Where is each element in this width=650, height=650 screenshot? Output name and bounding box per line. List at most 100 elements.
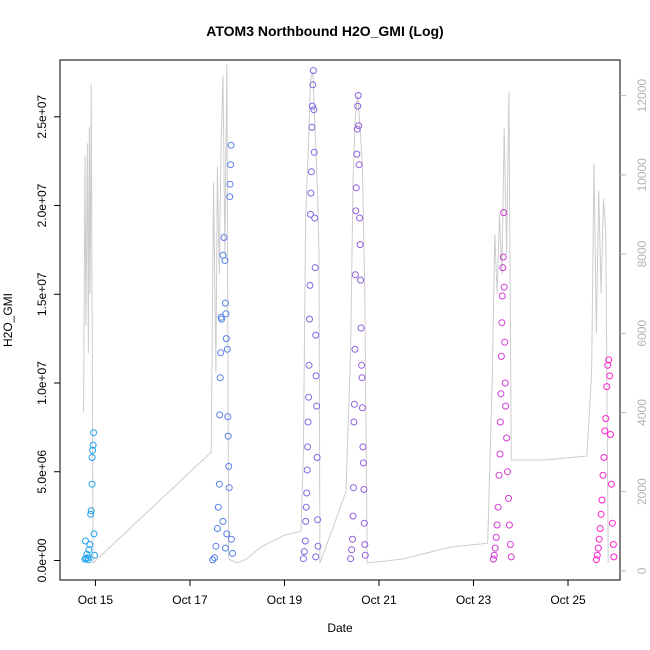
- data-point: [216, 374, 224, 382]
- data-point: [222, 335, 230, 343]
- data-point: [361, 541, 369, 548]
- y-tick-label: 5.0e+06: [35, 450, 49, 494]
- data-point: [358, 361, 365, 369]
- data-point: [505, 494, 512, 502]
- data-point: [592, 556, 600, 564]
- data-point: [306, 281, 314, 289]
- data-point: [349, 535, 356, 543]
- data-point: [353, 150, 361, 158]
- data-point: [602, 415, 610, 422]
- data-point: [307, 189, 315, 197]
- data-point: [91, 551, 98, 559]
- data-point: [355, 122, 363, 130]
- data-point: [350, 400, 358, 408]
- data-point: [213, 525, 221, 532]
- data-point: [360, 486, 368, 493]
- data-point: [597, 510, 605, 518]
- data-point: [82, 537, 89, 545]
- x-axis: Oct 15 Oct 17 Oct 19 Oct 21 Oct 23 Oct 25: [78, 580, 586, 607]
- data-point: [358, 374, 366, 382]
- data-point: [87, 510, 95, 518]
- data-point: [347, 555, 355, 563]
- data-point: [221, 544, 229, 552]
- data-point: [498, 319, 506, 327]
- x-tick-label: Oct 17: [172, 593, 208, 607]
- data-point: [218, 315, 226, 323]
- chart-title: ATOM3 Northbound H2O_GMI (Log): [206, 23, 443, 39]
- data-point: [312, 553, 320, 561]
- data-point: [601, 427, 609, 435]
- data-point: [501, 379, 509, 387]
- data-point: [227, 161, 235, 169]
- data-point: [610, 553, 618, 561]
- data-point: [308, 102, 316, 110]
- data-point: [314, 542, 322, 550]
- data-point: [352, 184, 360, 192]
- data-point: [227, 141, 235, 149]
- data-point: [305, 393, 313, 401]
- data-point: [593, 551, 601, 559]
- points-layer: [81, 67, 618, 564]
- data-point: [349, 512, 357, 520]
- data-point: [311, 264, 319, 272]
- data-point: [310, 148, 318, 156]
- altitude-line: [83, 63, 609, 565]
- data-point: [219, 517, 227, 525]
- data-point: [88, 480, 96, 488]
- y2-tick-label: 2000: [635, 478, 649, 505]
- data-point: [307, 168, 315, 176]
- y-axis-label: H2O_GMI: [1, 293, 15, 347]
- y2-tick-label: 8000: [635, 240, 649, 267]
- data-point: [354, 102, 362, 110]
- data-point: [223, 530, 231, 538]
- data-point: [356, 241, 364, 249]
- data-point: [501, 338, 509, 346]
- data-point: [600, 454, 608, 461]
- data-point: [214, 503, 222, 511]
- data-point: [306, 315, 313, 323]
- data-point: [491, 544, 499, 552]
- data-point: [224, 432, 232, 440]
- data-point: [497, 352, 505, 360]
- data-point: [216, 411, 224, 419]
- data-point: [352, 207, 360, 215]
- data-point: [226, 193, 234, 201]
- data-point: [354, 92, 362, 99]
- altitude-layer: [83, 63, 609, 565]
- data-point: [224, 413, 232, 421]
- data-point: [496, 418, 504, 426]
- data-point: [313, 454, 321, 461]
- data-point: [505, 521, 513, 529]
- y2-axis: 0 2000 4000 6000 8000 10000 12000: [620, 79, 649, 574]
- data-point: [351, 271, 359, 279]
- data-point: [314, 516, 322, 524]
- data-point: [492, 533, 500, 541]
- data-point: [228, 535, 235, 543]
- data-point: [85, 546, 93, 554]
- x-tick-label: Oct 21: [361, 593, 397, 607]
- data-point: [310, 106, 318, 114]
- x-tick-label: Oct 19: [267, 593, 303, 607]
- data-point: [309, 67, 317, 75]
- data-point: [496, 450, 504, 458]
- data-point: [302, 503, 310, 511]
- data-point: [500, 209, 508, 217]
- data-point: [350, 484, 357, 492]
- data-point: [89, 441, 97, 449]
- data-point: [609, 541, 617, 548]
- data-point: [211, 554, 218, 562]
- data-point: [303, 466, 311, 474]
- data-point: [308, 123, 316, 131]
- data-point: [506, 541, 514, 548]
- data-point: [217, 349, 225, 357]
- data-point: [490, 551, 498, 559]
- data-point: [305, 361, 313, 369]
- data-point: [221, 257, 229, 264]
- data-point: [351, 345, 359, 353]
- data-point: [608, 519, 616, 527]
- data-point: [361, 551, 369, 559]
- data-point: [212, 542, 220, 550]
- data-point: [304, 418, 312, 426]
- data-point: [311, 214, 319, 222]
- y-tick-label: 1.0e+07: [35, 361, 49, 405]
